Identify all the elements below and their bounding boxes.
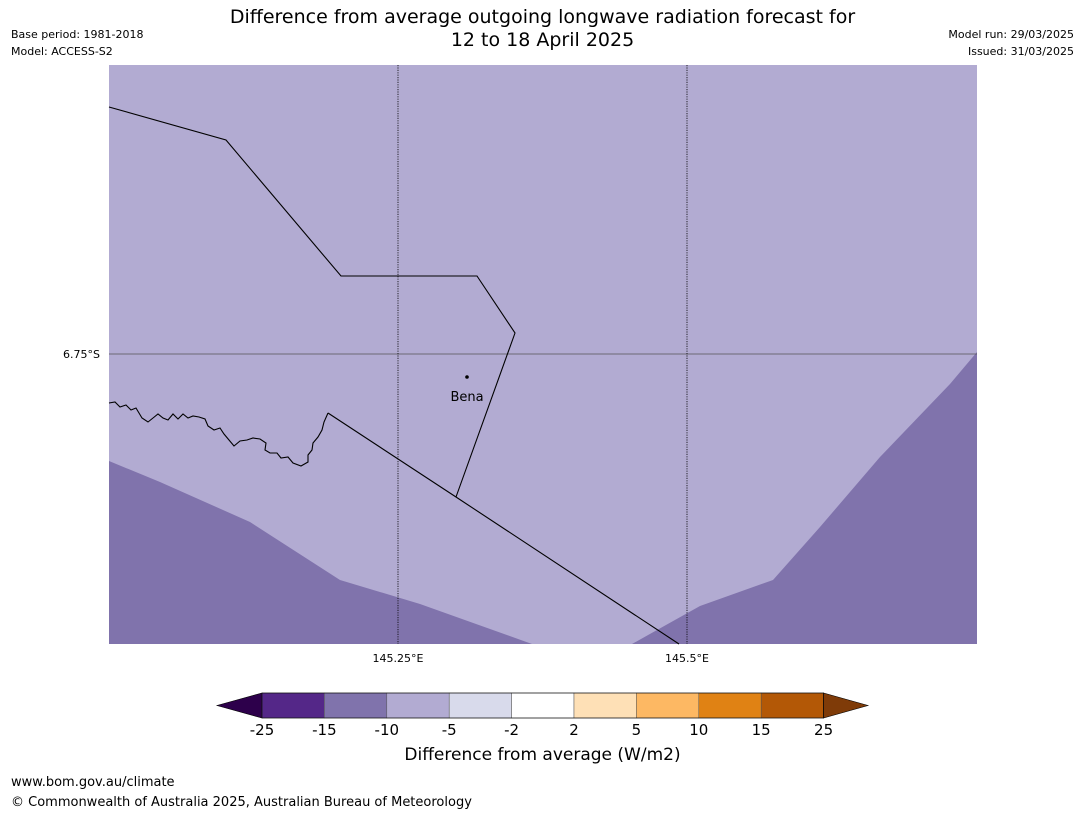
place-label-bena: Bena <box>450 390 483 405</box>
colorbar-box <box>636 692 700 719</box>
colorbar-box <box>511 692 575 719</box>
place-marker-bena <box>465 375 469 379</box>
title-line-2: 12 to 18 April 2025 <box>450 29 635 51</box>
colorbar-extend-low <box>215 692 263 719</box>
title-line-1: Difference from average outgoing longwav… <box>229 6 856 28</box>
model-run: Model run: 29/03/2025 <box>948 28 1074 41</box>
longitude-label-2: 145.5°E <box>665 652 709 665</box>
colorbar-outline <box>261 692 824 719</box>
colorbar-tick-label: -15 <box>312 721 337 739</box>
river-border <box>108 401 329 467</box>
header-meta-right: Model run: 29/03/2025 Issued: 31/03/2025 <box>948 26 1074 60</box>
colorbar-tick-label: 2 <box>569 721 579 739</box>
anomaly-region-southwest <box>109 461 532 644</box>
map-title: Difference from average outgoing longwav… <box>0 6 1085 52</box>
issued-date: Issued: 31/03/2025 <box>967 45 1074 58</box>
colorbar-extend-high <box>823 692 870 719</box>
colorbar-box <box>324 692 388 719</box>
colorbar-tick-label: 25 <box>814 721 833 739</box>
colorbar-box <box>698 692 762 719</box>
latitude-label: 6.75°S <box>63 348 100 361</box>
province-border-south <box>327 412 680 645</box>
colorbar-box <box>573 692 637 719</box>
colorbar-box <box>448 692 512 719</box>
colorbar-tick-label: 5 <box>632 721 642 739</box>
model-name: Model: ACCESS-S2 <box>11 45 113 58</box>
colorbar-box <box>386 692 450 719</box>
longitude-label-1: 145.25°E <box>373 652 424 665</box>
colorbar-tick-label: 10 <box>689 721 708 739</box>
footer-copyright: © Commonwealth of Australia 2025, Austra… <box>11 795 472 810</box>
colorbar-tick-label: 15 <box>752 721 771 739</box>
footer-url: www.bom.gov.au/climate <box>11 775 175 790</box>
colorbar-tick-label: -5 <box>442 721 457 739</box>
colorbar-tick-label: -25 <box>250 721 275 739</box>
colorbar-tick-label: -2 <box>504 721 519 739</box>
colorbar-box <box>760 692 824 719</box>
colorbar: -25 -15 -10 -5 -2 2 5 10 15 25 <box>215 692 870 739</box>
colorbar-tick-label: -10 <box>375 721 400 739</box>
anomaly-region-southeast <box>632 352 977 644</box>
header-meta-left: Base period: 1981-2018 Model: ACCESS-S2 <box>11 26 143 60</box>
colorbar-title: Difference from average (W/m2) <box>404 745 681 765</box>
colorbar-box <box>261 692 325 719</box>
province-border-north <box>108 106 516 498</box>
base-period: Base period: 1981-2018 <box>11 28 144 41</box>
